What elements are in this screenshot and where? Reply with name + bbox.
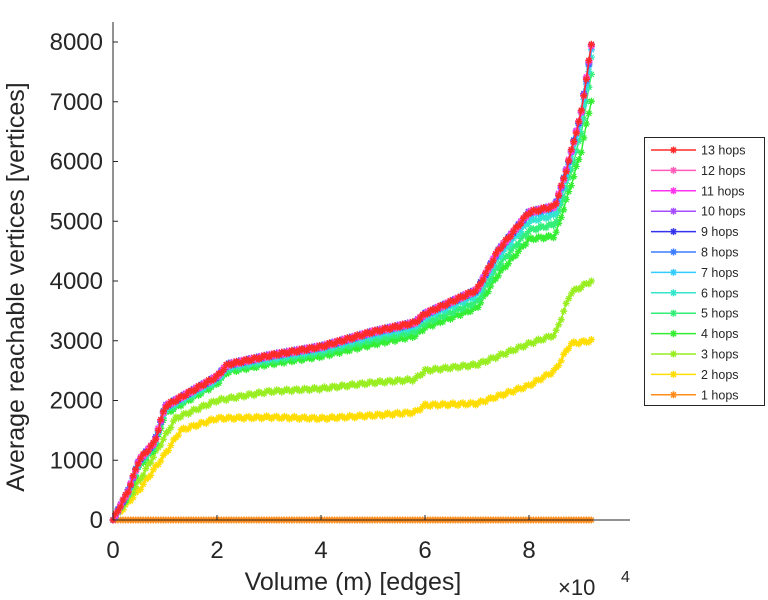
legend-item: 2 hops <box>651 368 739 382</box>
legend-item: 12 hops <box>651 164 745 178</box>
series-markers <box>109 336 595 524</box>
series-8-hops <box>109 43 595 524</box>
series-line <box>112 56 593 521</box>
legend-label: 4 hops <box>701 327 739 341</box>
x-multiplier-exponent: 4 <box>621 569 630 586</box>
legend-label: 8 hops <box>701 246 739 260</box>
y-tick-label: 8000 <box>50 29 103 56</box>
legend-label: 10 hops <box>701 205 745 219</box>
legend-marker-icon <box>670 268 677 276</box>
legend-item: 6 hops <box>651 286 739 300</box>
y-tick-label: 4000 <box>50 268 103 295</box>
series-line <box>112 46 593 521</box>
series-markers <box>109 97 595 524</box>
x-tick-label: 0 <box>106 537 119 564</box>
series-line <box>112 101 593 521</box>
y-tick-label: 2000 <box>50 388 103 415</box>
legend-item: 9 hops <box>651 225 739 239</box>
series-line <box>112 49 593 521</box>
series-9-hops <box>109 41 595 524</box>
series-13-hops <box>109 40 595 524</box>
legend-item: 10 hops <box>651 205 745 219</box>
legend-marker-icon <box>670 289 677 297</box>
series-5-hops <box>109 70 595 524</box>
series-markers <box>109 46 595 524</box>
x-multiplier-base: ×10 <box>558 575 595 600</box>
y-axis-title: Average reachable vertices [vertices] <box>2 82 30 491</box>
legend: 13 hops 12 hops 11 hops 10 hops 9 hops 8 hops… <box>644 137 765 406</box>
legend-label: 9 hops <box>701 225 739 239</box>
x-multiplier: ×10 4 <box>558 569 630 600</box>
legend-marker-icon <box>670 166 677 174</box>
series-line <box>112 74 593 521</box>
legend-label: 2 hops <box>701 368 739 382</box>
y-tick-label: 7000 <box>50 89 103 116</box>
legend-label: 13 hops <box>701 144 745 158</box>
series-markers <box>109 42 595 524</box>
series-line <box>112 45 593 521</box>
y-tick-label: 3000 <box>50 328 103 355</box>
series-line <box>112 46 593 521</box>
series-12-hops <box>109 42 595 524</box>
series-line <box>112 44 593 521</box>
series-6-hops <box>109 53 595 524</box>
y-tick-label: 1000 <box>50 447 103 474</box>
series-7-hops <box>109 46 595 524</box>
series-line <box>112 44 593 521</box>
legend-label: 3 hops <box>701 348 739 362</box>
legend-label: 5 hops <box>701 307 739 321</box>
legend-item: 4 hops <box>651 327 739 341</box>
legend-label: 7 hops <box>701 266 739 280</box>
x-tick-label: 8 <box>522 537 535 564</box>
series-markers <box>109 43 595 524</box>
legend-marker-icon <box>670 146 677 154</box>
legend-label: 1 hops <box>701 388 739 402</box>
legend-item: 11 hops <box>651 184 745 198</box>
legend-marker-icon <box>670 187 677 195</box>
legend-marker-icon <box>670 330 677 338</box>
series-4-hops <box>109 97 595 524</box>
x-tick-label: 6 <box>418 537 431 564</box>
x-tick-label: 2 <box>210 537 223 564</box>
series-markers <box>109 70 595 524</box>
series-10-hops <box>109 42 595 524</box>
legend-label: 12 hops <box>701 164 745 178</box>
legend-marker-icon <box>670 228 677 236</box>
series-11-hops <box>109 43 595 524</box>
legend-item: 1 hops <box>651 388 739 402</box>
legend-item: 5 hops <box>651 307 739 321</box>
series-line <box>112 45 593 521</box>
plot-area <box>109 40 595 524</box>
x-ticks: 0 2 4 6 8 <box>106 515 536 564</box>
series-markers <box>109 53 595 524</box>
legend-box <box>644 137 765 406</box>
y-tick-label: 5000 <box>50 208 103 235</box>
series-markers <box>109 41 595 524</box>
x-tick-label: 4 <box>314 537 327 564</box>
y-tick-label: 6000 <box>50 149 103 176</box>
series-2-hops <box>109 336 595 524</box>
x-axis-title: Volume (m) [edges] <box>245 568 462 596</box>
legend-item: 8 hops <box>651 246 739 260</box>
axes: 0 2 4 6 8 0 1000 2000 3000 4000 5000 6000 7000 8000 <box>50 22 630 564</box>
legend-marker-icon <box>670 391 677 399</box>
legend-marker-icon <box>670 350 677 358</box>
series-markers <box>109 42 595 524</box>
legend-marker-icon <box>670 207 677 215</box>
legend-item: 3 hops <box>651 348 739 362</box>
series-markers <box>109 43 595 524</box>
legend-marker-icon <box>670 309 677 317</box>
legend-label: 6 hops <box>701 286 739 300</box>
y-tick-label: 0 <box>90 507 103 534</box>
y-ticks: 0 1000 2000 3000 4000 5000 6000 7000 8000 <box>50 29 118 534</box>
legend-label: 11 hops <box>701 184 745 198</box>
legend-marker-icon <box>670 248 677 256</box>
legend-item: 13 hops <box>651 144 745 158</box>
legend-item: 7 hops <box>651 266 739 280</box>
series-markers <box>109 40 595 524</box>
legend-marker-icon <box>670 370 677 378</box>
